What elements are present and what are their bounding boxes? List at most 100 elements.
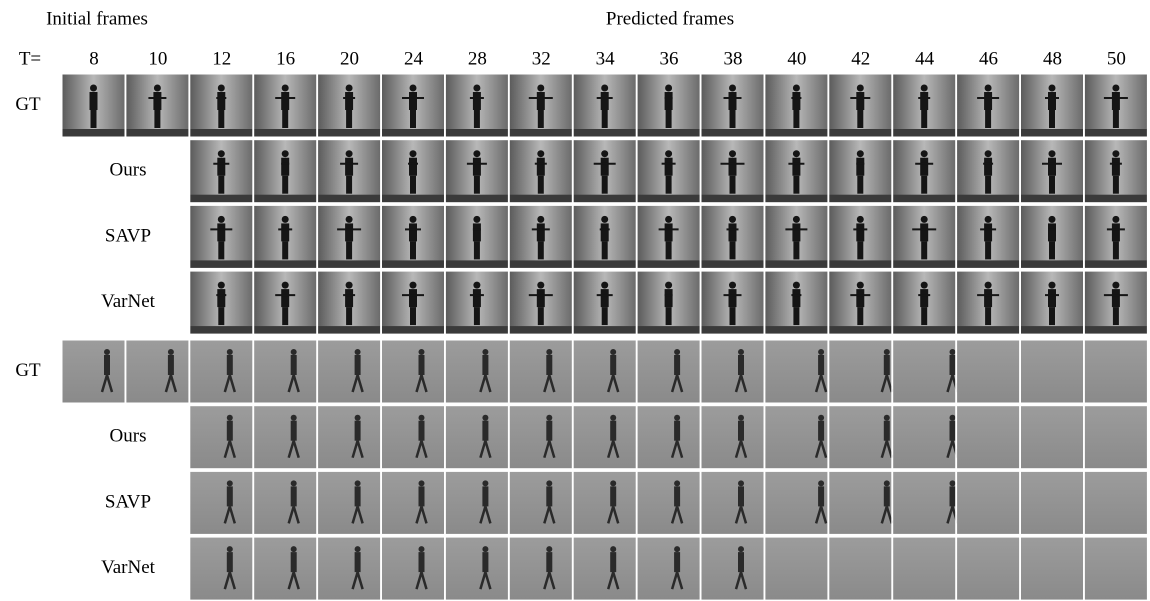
frame-bg — [253, 471, 317, 535]
body — [546, 420, 553, 441]
floor — [637, 260, 701, 269]
frame — [956, 470, 1021, 535]
head — [537, 150, 545, 158]
leg — [880, 374, 888, 393]
leg — [351, 374, 359, 393]
frame-bg — [381, 537, 445, 601]
frame-bg — [1020, 471, 1084, 535]
body — [984, 92, 993, 110]
body — [818, 355, 825, 375]
frame-bg — [189, 405, 253, 469]
floor — [445, 326, 509, 335]
legs — [218, 110, 225, 128]
frame-bg — [892, 537, 956, 601]
frame-bg — [573, 537, 637, 601]
frame — [700, 536, 765, 601]
floor — [189, 129, 253, 137]
leg — [292, 374, 300, 393]
leg — [356, 440, 364, 459]
frame-border — [381, 204, 445, 269]
legs — [1112, 307, 1119, 326]
frame — [189, 73, 254, 138]
head — [473, 215, 481, 223]
frame-border — [508, 405, 573, 470]
floor — [189, 260, 253, 269]
body — [664, 157, 673, 176]
body — [728, 223, 737, 242]
body — [290, 420, 297, 441]
head — [883, 480, 890, 487]
frame-border — [764, 405, 829, 470]
head — [818, 480, 825, 487]
frame — [381, 204, 445, 269]
legs — [537, 110, 544, 128]
floor — [892, 194, 956, 203]
frame-border — [572, 405, 637, 470]
head — [418, 349, 425, 355]
body — [418, 355, 425, 375]
frame-bg — [125, 340, 189, 403]
frame-bg — [1084, 405, 1148, 469]
head — [290, 414, 297, 421]
head — [1112, 84, 1120, 92]
legs — [346, 175, 353, 194]
leg — [351, 440, 359, 459]
frame — [444, 73, 509, 138]
leg — [100, 374, 109, 393]
floor — [764, 129, 828, 137]
leg — [548, 571, 556, 590]
frame — [1083, 204, 1148, 269]
leg — [548, 374, 556, 393]
legs — [601, 241, 608, 260]
body — [472, 223, 481, 242]
floor — [764, 326, 828, 335]
body — [281, 157, 290, 176]
head — [473, 84, 481, 92]
frame-border — [189, 339, 254, 404]
frame-border — [572, 339, 637, 404]
frame-border — [892, 270, 957, 335]
frame — [317, 536, 382, 601]
legs — [1112, 175, 1119, 194]
frame-border — [317, 73, 382, 138]
head — [473, 150, 481, 158]
body — [281, 92, 290, 110]
frame-border — [189, 470, 254, 535]
head — [90, 84, 97, 92]
head — [167, 349, 174, 355]
legs — [410, 307, 416, 326]
frame — [381, 405, 445, 470]
legs — [410, 175, 416, 194]
frame-border — [764, 536, 829, 601]
frame-border — [444, 339, 509, 404]
head — [856, 84, 864, 92]
body — [984, 223, 993, 242]
floor — [381, 194, 445, 203]
leg — [734, 571, 743, 590]
frame-border — [508, 536, 573, 601]
floor — [764, 260, 828, 269]
head — [226, 480, 233, 487]
frame — [317, 270, 382, 335]
legs — [921, 110, 928, 128]
frame-border — [317, 139, 382, 204]
head — [729, 150, 736, 158]
time-value: 42 — [851, 48, 870, 69]
frame-border — [189, 405, 254, 470]
head — [354, 480, 361, 487]
frame-border — [572, 139, 637, 204]
head — [665, 84, 673, 92]
head — [226, 414, 233, 421]
frame — [892, 204, 957, 269]
floor — [828, 326, 892, 335]
frame-border — [636, 405, 701, 470]
floor — [892, 129, 956, 137]
body — [418, 420, 425, 441]
leg — [612, 374, 620, 393]
head — [920, 215, 928, 223]
leg — [543, 374, 551, 393]
legs — [665, 241, 672, 260]
legs — [921, 241, 928, 260]
frame — [764, 73, 829, 138]
frame — [253, 204, 318, 269]
